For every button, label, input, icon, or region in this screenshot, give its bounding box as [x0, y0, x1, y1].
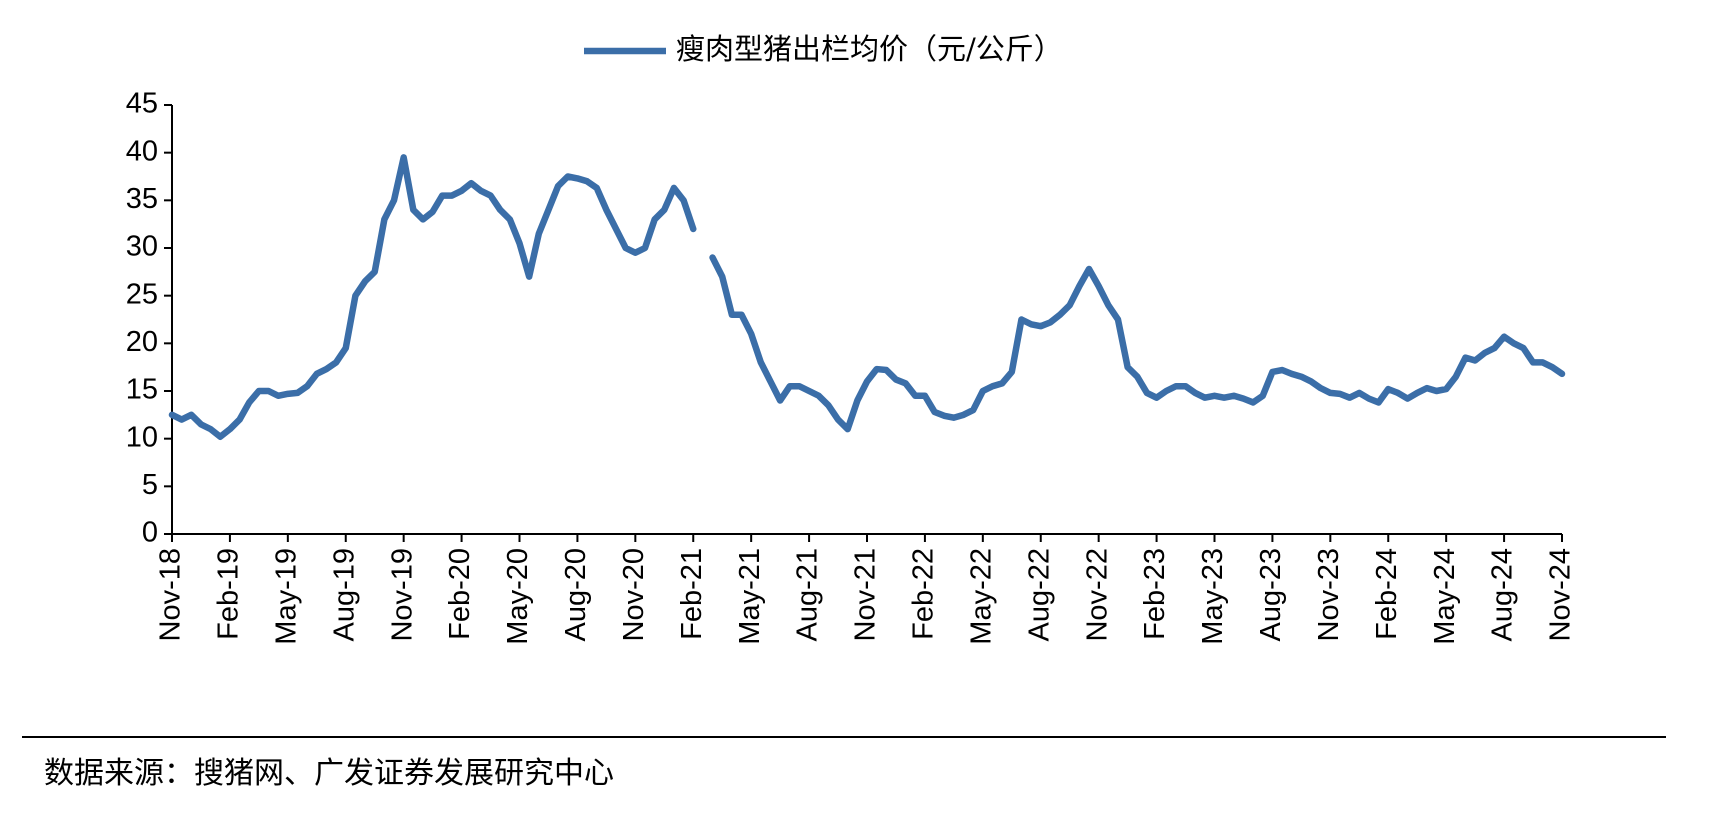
legend-label: 瘦肉型猪出栏均价（元/公斤） [676, 32, 1063, 66]
y-tick-label: 15 [126, 374, 158, 406]
y-tick-label: 30 [126, 231, 158, 263]
data-line [168, 154, 1566, 441]
y-tick-label: 40 [126, 135, 158, 167]
x-tick-label: May-21 [734, 548, 766, 645]
y-tick-label: 45 [126, 88, 158, 120]
x-tick-label: May-23 [1197, 548, 1229, 645]
x-tick-label: Aug-23 [1255, 548, 1287, 642]
x-tick-label: Aug-24 [1487, 548, 1519, 642]
x-tick-label: May-24 [1429, 548, 1461, 645]
y-tick-label: 25 [126, 278, 158, 310]
x-tick-label: Feb-24 [1371, 548, 1403, 640]
x-tick-label: Nov-18 [155, 548, 187, 642]
x-tick-label: Nov-20 [618, 548, 650, 642]
x-tick-label: Aug-21 [792, 548, 824, 642]
x-tick-label: May-19 [270, 548, 302, 645]
x-tick-label: Feb-22 [908, 548, 940, 640]
x-tick-label: May-20 [502, 548, 534, 645]
x-tick-label: Aug-19 [328, 548, 360, 642]
x-tick-label: Feb-19 [213, 548, 245, 640]
y-tick-label: 35 [126, 183, 158, 215]
y-tick-label: 5 [142, 469, 158, 501]
x-tick-label: Feb-23 [1139, 548, 1171, 640]
y-tick-label: 0 [142, 517, 158, 549]
x-tick-label: Aug-22 [1023, 548, 1055, 642]
x-tick-label: Nov-19 [386, 548, 418, 642]
x-tick-label: Nov-21 [850, 548, 882, 642]
x-tick-label: May-22 [965, 548, 997, 645]
y-tick-label: 10 [126, 421, 158, 453]
x-tick-label: Feb-20 [444, 548, 476, 640]
y-tick-label: 20 [126, 326, 158, 358]
x-tick-label: Nov-22 [1081, 548, 1113, 642]
x-tick-label: Aug-20 [560, 548, 592, 642]
x-tick-label: Nov-24 [1545, 548, 1577, 642]
x-tick-label: Nov-23 [1313, 548, 1345, 642]
source-note: 数据来源：搜猪网、广发证券发展研究中心 [44, 756, 614, 791]
x-tick-label: Feb-21 [676, 548, 708, 640]
